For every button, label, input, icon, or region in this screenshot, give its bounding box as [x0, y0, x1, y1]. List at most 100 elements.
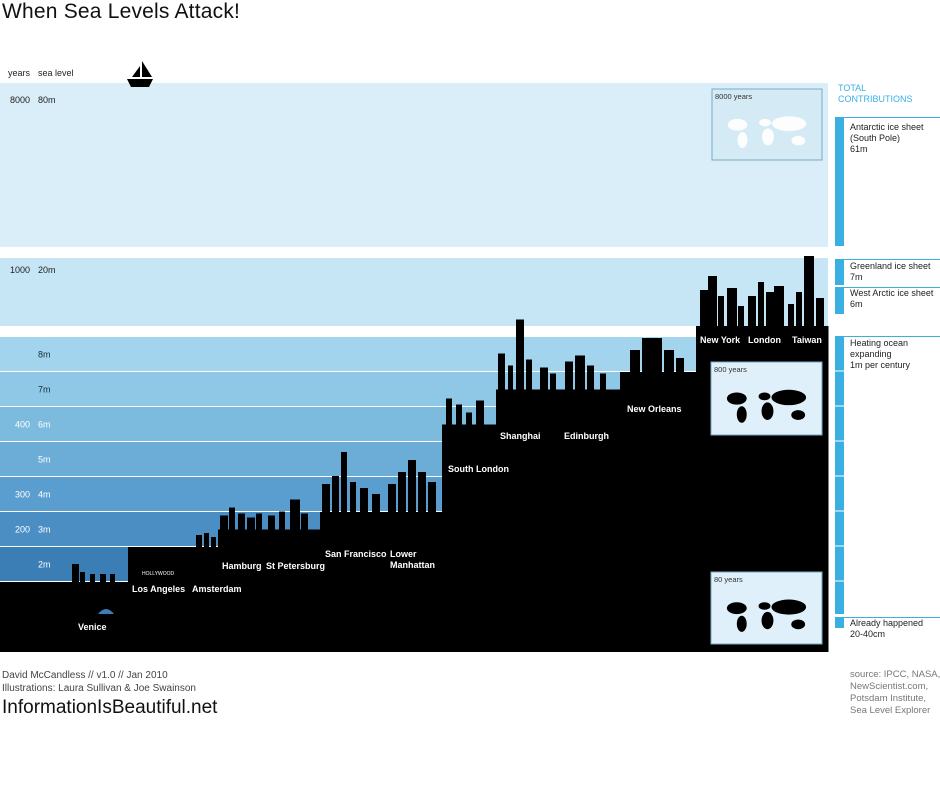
- building: [398, 472, 406, 513]
- tick-sea-level: 7m: [38, 385, 51, 395]
- city-label: Edinburgh: [564, 431, 609, 441]
- building: [476, 400, 484, 426]
- building: [788, 304, 794, 327]
- contribution-label: Antarctic ice sheet: [850, 122, 924, 132]
- city-label: San Francisco: [325, 549, 387, 559]
- building: [247, 517, 255, 531]
- city-bar: [190, 547, 219, 652]
- building: [748, 296, 756, 327]
- building: [700, 290, 708, 327]
- building: [100, 574, 106, 583]
- continent-shape: [791, 619, 806, 630]
- continent-shape: [791, 135, 806, 146]
- continent-shape: [736, 406, 747, 423]
- city-bar: [265, 529, 321, 652]
- years-column-label: years: [8, 68, 31, 78]
- building: [238, 513, 245, 531]
- tick-years: 8000: [10, 95, 30, 105]
- city-label: South London: [448, 464, 509, 474]
- tick-sea-level: 3m: [38, 525, 51, 535]
- world-map-inset: 8000 years: [711, 88, 823, 161]
- building: [360, 488, 368, 513]
- city-label: London: [748, 335, 781, 345]
- city-label: New York: [700, 335, 741, 345]
- contribution-label: Heating ocean: [850, 338, 908, 348]
- city-label: Manhattan: [390, 560, 435, 570]
- continent-shape: [726, 602, 747, 615]
- contribution-bar: [835, 117, 844, 246]
- building: [498, 353, 505, 391]
- building: [796, 292, 802, 327]
- tick-years: 300: [15, 490, 30, 500]
- building: [718, 296, 724, 327]
- tick-sea-level: 6m: [38, 420, 51, 430]
- building: [516, 319, 524, 391]
- contribution-label: West Arctic ice sheet: [850, 288, 934, 298]
- continent-shape: [762, 128, 774, 146]
- building: [80, 572, 85, 583]
- city-bar: [560, 389, 621, 652]
- page-title: When Sea Levels Attack!: [2, 0, 241, 23]
- continent-shape: [771, 389, 807, 406]
- building: [110, 574, 115, 583]
- city-bar: [386, 512, 443, 652]
- building: [279, 511, 285, 531]
- building: [322, 484, 330, 513]
- continent-shape: [771, 599, 807, 615]
- source-line: Sea Level Explorer: [850, 705, 931, 716]
- sailboat-sail: [142, 61, 152, 77]
- hollywood-sign: HOLLYWOOD: [142, 571, 175, 577]
- building: [456, 404, 462, 426]
- building: [526, 359, 532, 391]
- tick-sea-level: 20m: [38, 265, 56, 275]
- contribution-label: 6m: [850, 299, 863, 309]
- continent-shape: [759, 118, 771, 127]
- building: [229, 507, 235, 531]
- continent-shape: [736, 615, 747, 632]
- contribution-label: 7m: [850, 272, 863, 282]
- building: [446, 398, 452, 426]
- city-label: Taiwan: [792, 335, 822, 345]
- contribution-label: 20-40cm: [850, 629, 885, 639]
- map-inset-label: 800 years: [714, 365, 747, 374]
- source-line: NewScientist.com,: [850, 681, 929, 692]
- city-label: New Orleans: [627, 404, 682, 414]
- building: [738, 306, 744, 327]
- contribution-bar: [835, 259, 844, 285]
- continent-shape: [761, 402, 774, 421]
- building: [727, 288, 737, 327]
- tick-sea-level: 5m: [38, 455, 51, 465]
- credits: David McCandless // v1.0 // Jan 2010 Ill…: [2, 669, 196, 695]
- city-bar: [218, 529, 266, 652]
- building: [774, 286, 784, 327]
- contributions-heading: TOTAL: [838, 83, 866, 93]
- building: [466, 412, 472, 426]
- building: [804, 256, 814, 327]
- building: [388, 484, 396, 513]
- city-bar: [442, 424, 497, 652]
- building: [268, 515, 275, 531]
- building: [408, 460, 416, 513]
- sailboat-icon: [127, 79, 153, 87]
- city-bar: [620, 372, 697, 652]
- continent-shape: [726, 392, 747, 405]
- city-label: Hamburg: [222, 561, 262, 571]
- building: [428, 482, 436, 513]
- hollywood-hills: [128, 554, 186, 582]
- city-label: Amsterdam: [192, 584, 242, 594]
- tick-sea-level: 4m: [38, 490, 51, 500]
- continent-shape: [758, 392, 771, 401]
- city-label: Lower: [390, 549, 417, 559]
- band-20m: [0, 258, 828, 326]
- building: [540, 367, 548, 391]
- building: [72, 564, 79, 583]
- contribution-bar: [835, 336, 844, 614]
- building: [256, 513, 262, 531]
- tick-sea-level: 80m: [38, 95, 56, 105]
- city-label: Shanghai: [500, 431, 541, 441]
- source-note: source: IPCC, NASA, NewScientist.com, Pots…: [850, 669, 940, 717]
- brand-link[interactable]: InformationIsBeautiful.net: [2, 697, 218, 718]
- band-80m: [0, 83, 828, 247]
- venice-water: [98, 609, 114, 614]
- continent-shape: [727, 118, 748, 131]
